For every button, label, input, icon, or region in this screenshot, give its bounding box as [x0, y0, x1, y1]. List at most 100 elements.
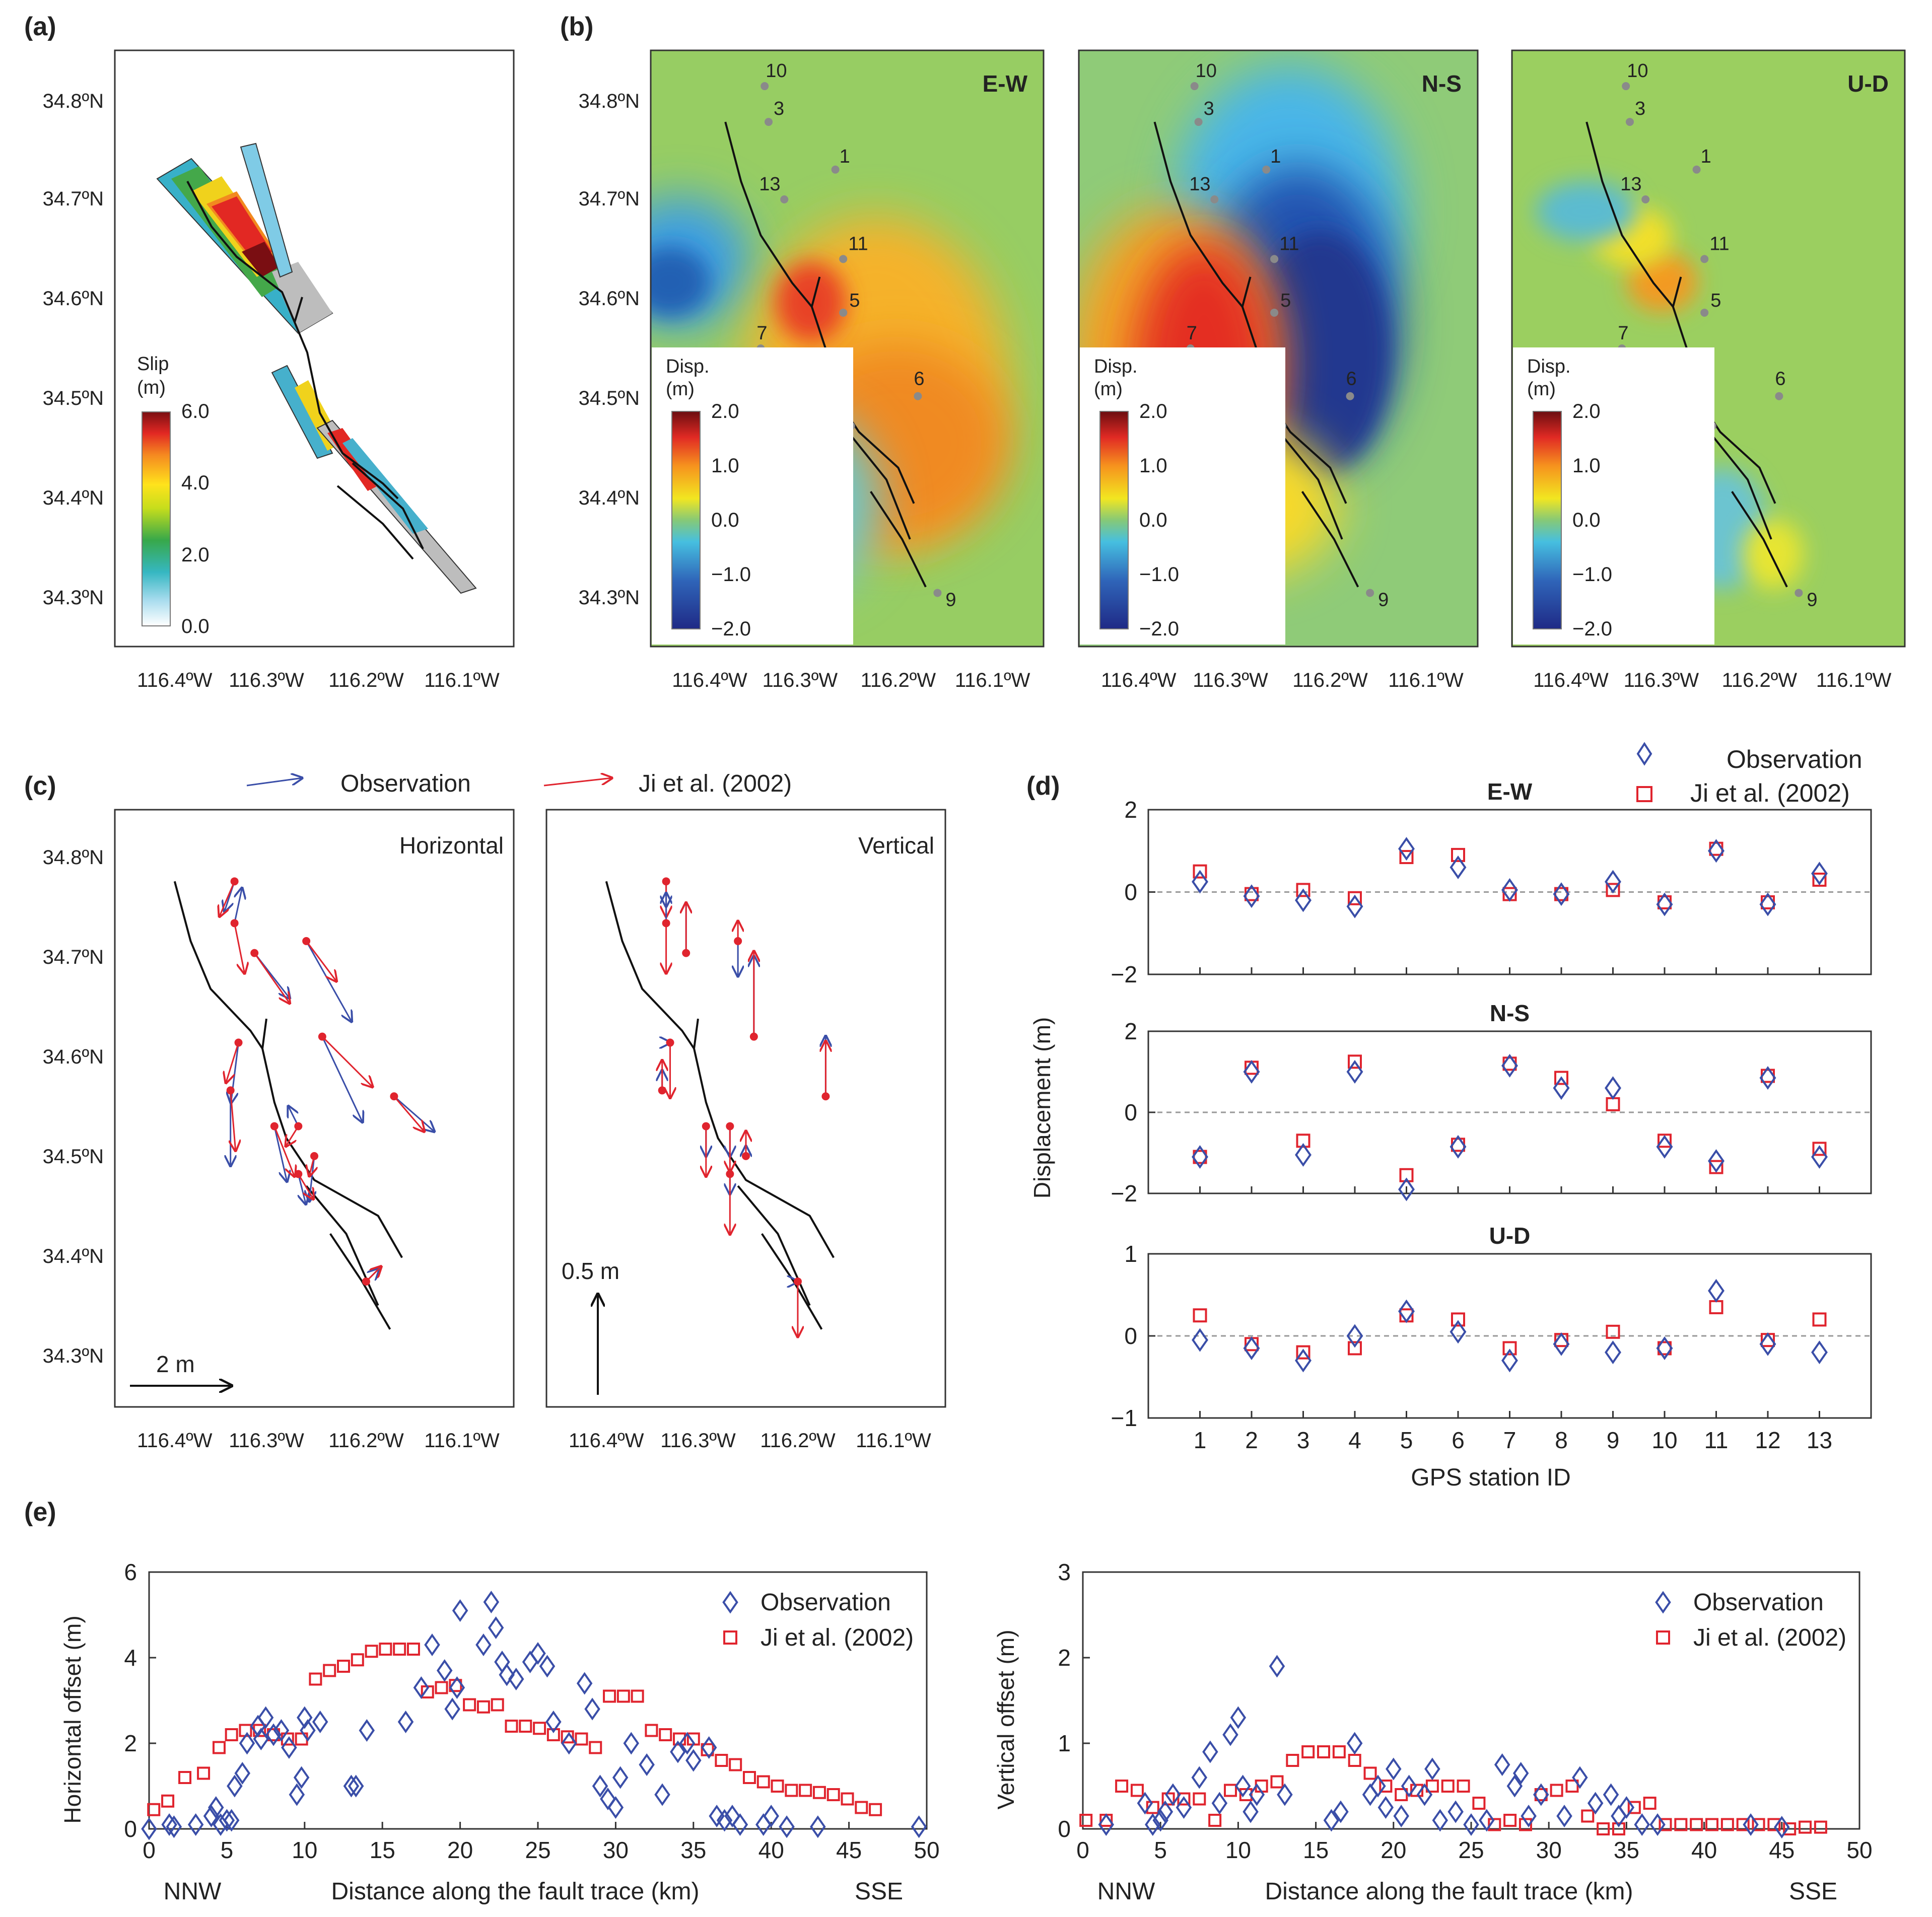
y-tick-label: 6 — [124, 1559, 137, 1585]
gps-station — [702, 1122, 710, 1130]
disp-colorbar-tick: −1.0 — [1572, 563, 1612, 586]
station-label: 13 — [1620, 174, 1641, 195]
model-point — [309, 1672, 322, 1686]
lat-tick-label: 34.3ºN — [43, 587, 104, 609]
model-point — [785, 1784, 798, 1797]
gps-station — [726, 1122, 734, 1130]
model-point — [1472, 1797, 1486, 1810]
x-tick-label: 0 — [143, 1837, 156, 1863]
observation-point — [273, 1719, 290, 1742]
observation-point — [187, 1813, 204, 1836]
observation-point — [701, 1736, 717, 1759]
observation-point — [779, 1815, 795, 1838]
fault-trace — [1241, 276, 1252, 307]
c-scale-vertical: 0.5 m — [562, 1258, 619, 1284]
x-tick-label: 4 — [1348, 1427, 1361, 1453]
observation-point — [1450, 1320, 1467, 1344]
x-tick-label: 10 — [1225, 1837, 1251, 1863]
disp-colorbar-tick: −2.0 — [1139, 618, 1179, 640]
model-point — [1705, 1818, 1719, 1831]
model-point — [715, 1754, 728, 1767]
observation-point — [1605, 1076, 1621, 1100]
x-tick-label: 15 — [1303, 1837, 1329, 1863]
model-point — [1410, 1784, 1424, 1797]
model-arrow — [231, 1090, 236, 1151]
lon-tick-label: 116.1ºW — [955, 669, 1030, 691]
y-tick-label: −2 — [1111, 961, 1137, 987]
model-arrow — [393, 1096, 424, 1131]
observation-point — [1295, 1143, 1312, 1167]
observation-point — [219, 1809, 235, 1832]
observation-arrow — [393, 1096, 434, 1131]
legend-d-observation: Observation — [1727, 745, 1862, 773]
e1-sse: SSE — [855, 1878, 903, 1905]
observation-point — [1230, 1706, 1247, 1729]
observation-point — [1192, 1145, 1208, 1169]
observation-point — [265, 1723, 282, 1746]
panel-label-c: (c) — [24, 771, 56, 801]
map-axes: 116.4ºW 116.3ºW 116.2ºW 116.1ºW — [569, 1430, 931, 1452]
x-tick-label: 9 — [1607, 1427, 1620, 1453]
model-arrow — [226, 1042, 239, 1083]
observation-point — [413, 1676, 430, 1699]
x-tick-label: 20 — [1381, 1837, 1406, 1863]
model-point — [1193, 1792, 1206, 1806]
panel-b-overlay-2: 12345678910111213Disp.(m)2.01.00.0−1.0−2… — [1511, 49, 1906, 648]
gps-station — [1210, 195, 1219, 203]
observation-point — [716, 1809, 733, 1832]
observation-point — [1572, 1766, 1588, 1789]
model-point — [463, 1698, 476, 1712]
model-point — [1363, 1766, 1377, 1780]
legend-observation: Observation — [1693, 1589, 1824, 1616]
panel-label-d: (d) — [1026, 771, 1060, 801]
observation-point — [1811, 862, 1828, 886]
observation-point — [1512, 1762, 1529, 1785]
disp-colorbar-tick: 2.0 — [1572, 400, 1601, 422]
model-arrow — [273, 1126, 295, 1177]
x-tick-label: 3 — [1297, 1427, 1310, 1453]
d-subplot-0: E-W 2 0 −2 — [1111, 778, 1872, 987]
model-point — [1519, 1818, 1532, 1831]
x-tick-label: 7 — [1503, 1427, 1516, 1453]
lon-tick-label: 116.4ºW — [1101, 669, 1177, 691]
disp-colorbar-tick: −1.0 — [1139, 563, 1179, 586]
station-label: 11 — [1709, 233, 1729, 254]
observation-point — [1553, 1332, 1570, 1356]
observation-point — [1494, 1753, 1510, 1776]
model-point — [575, 1732, 588, 1746]
station-label: 9 — [1807, 589, 1817, 610]
model-point — [1550, 1784, 1563, 1797]
model-point — [729, 1758, 742, 1771]
observation-point — [654, 1783, 670, 1806]
model-point — [197, 1766, 211, 1780]
fault-trace — [1672, 276, 1682, 307]
model-point — [1296, 883, 1310, 897]
gps-station — [1262, 165, 1271, 174]
gps-station — [270, 1122, 279, 1130]
disp-colorbar-tick: −2.0 — [711, 618, 751, 640]
model-point — [1208, 1814, 1222, 1827]
observation-point — [1323, 1809, 1340, 1832]
model-point — [225, 1728, 238, 1741]
gps-station — [1700, 255, 1709, 263]
disp-colorbar-tick: 0.0 — [711, 509, 739, 531]
disp-colorbar — [671, 411, 701, 629]
observation-point — [499, 1663, 515, 1686]
component-title: N-S — [1422, 70, 1462, 97]
y-tick-label: 1 — [1124, 1241, 1137, 1267]
model-point — [1317, 1745, 1331, 1758]
lat-tick-label: 34.7ºN — [43, 946, 104, 968]
observation-point — [600, 1788, 616, 1810]
observation-point — [289, 1783, 305, 1806]
lon-tick-label: 116.2ºW — [1722, 669, 1798, 691]
map-axes: 34.8ºN 34.7ºN 34.6ºN 34.5ºN 34.4ºN 34.3ºN 116.… — [579, 90, 1030, 691]
gps-station — [234, 1038, 243, 1047]
model-point — [1812, 1142, 1827, 1156]
x-tick-label: 40 — [758, 1837, 784, 1863]
gps-station — [1622, 82, 1630, 91]
observation-arrow — [321, 1036, 363, 1122]
fault-trace — [724, 121, 915, 504]
observation-point — [1243, 1060, 1260, 1084]
model-point — [1379, 1780, 1393, 1793]
model-point — [161, 1794, 175, 1808]
